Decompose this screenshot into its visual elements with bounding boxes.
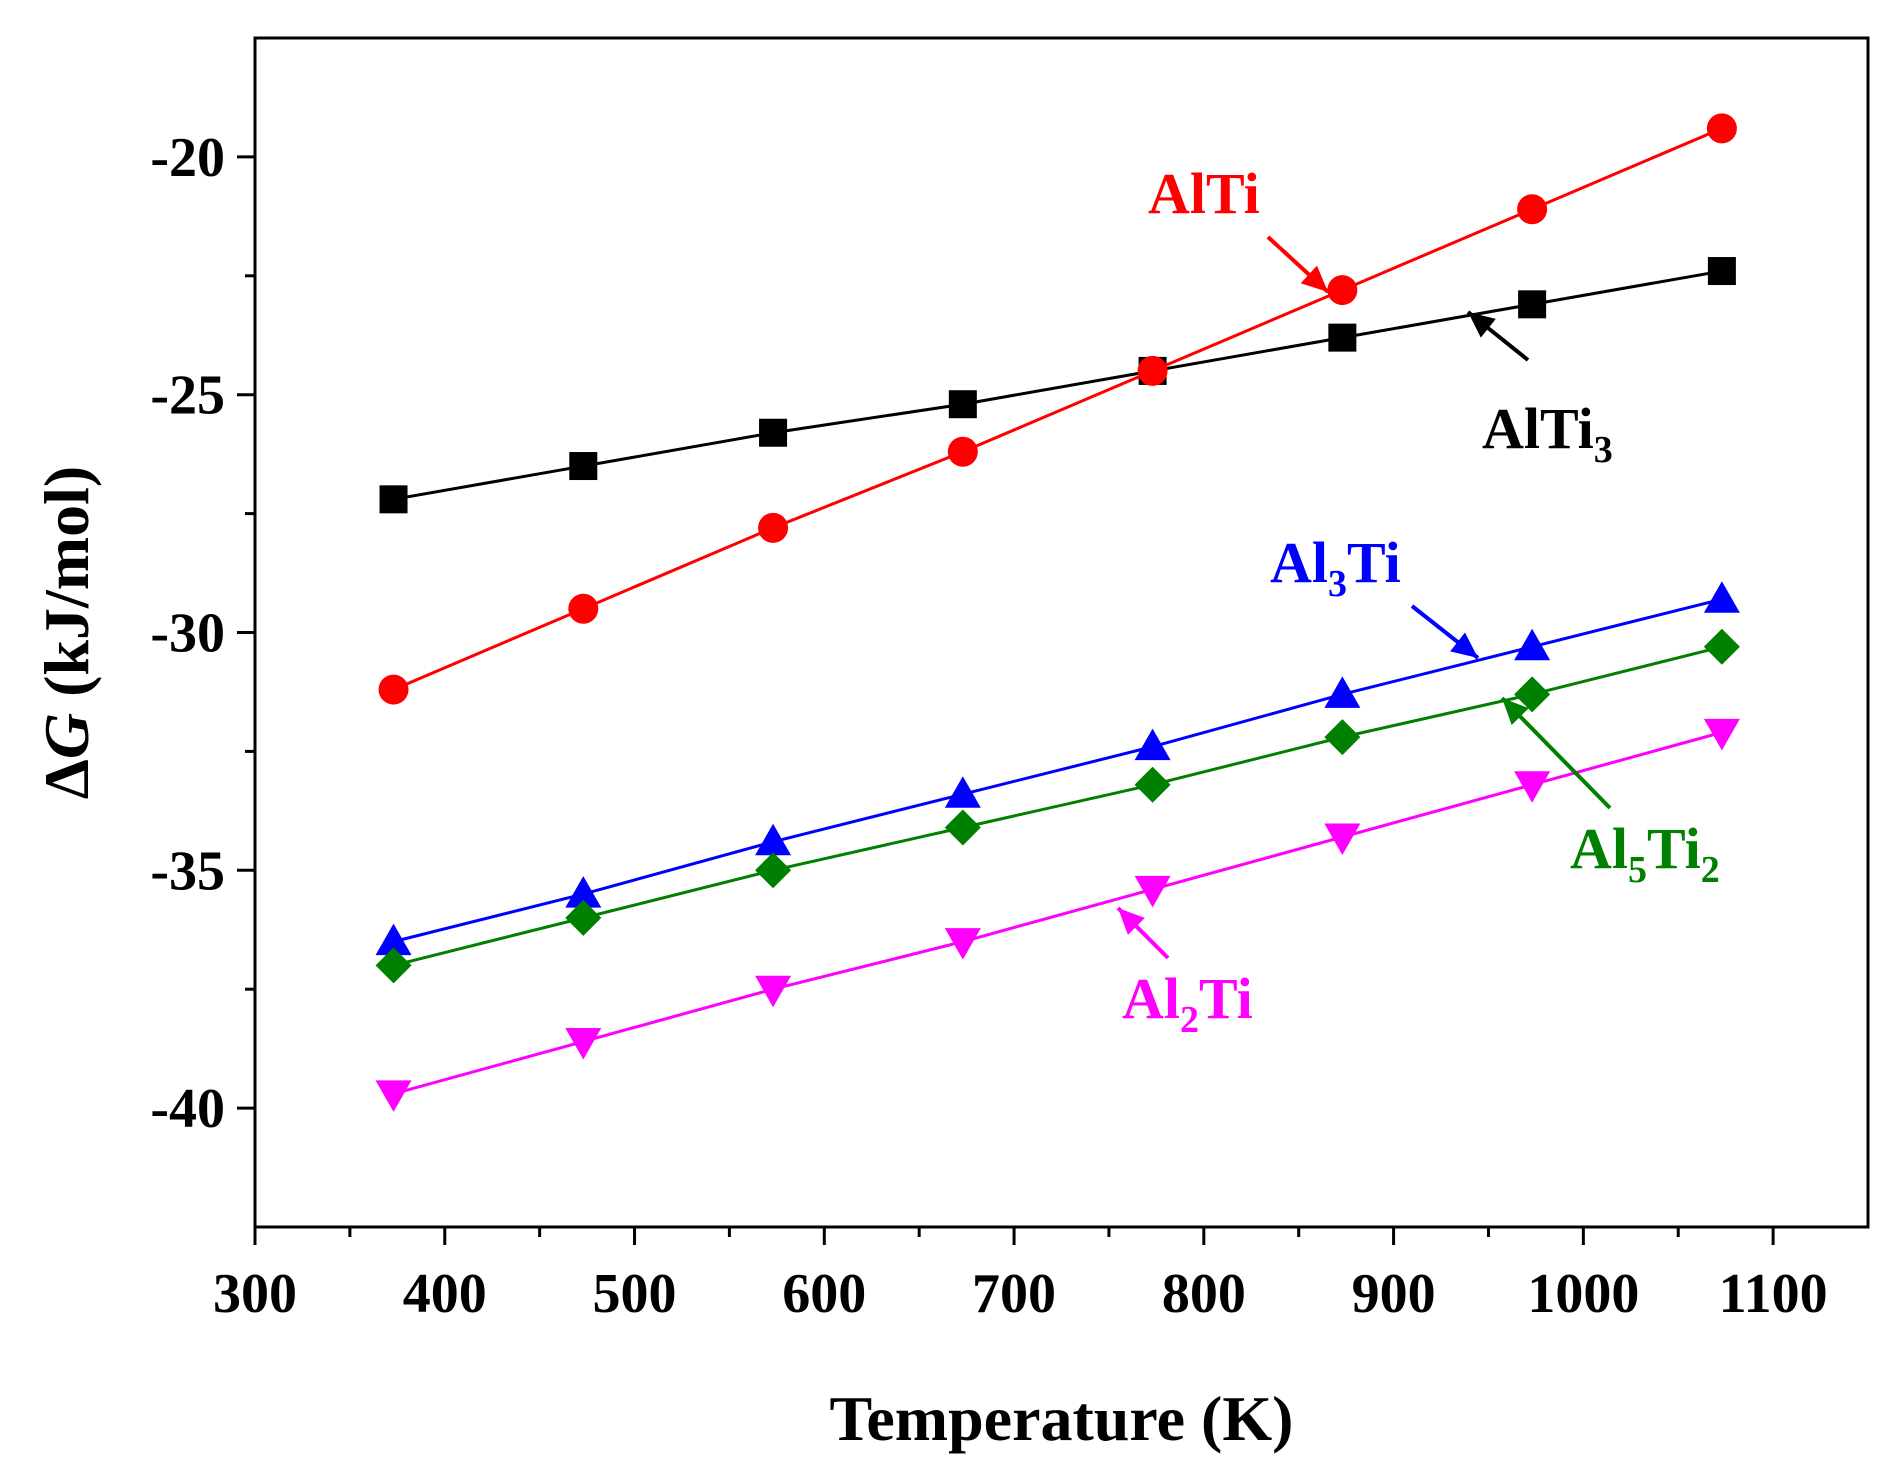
arrowhead (1118, 908, 1145, 935)
data-point (1703, 581, 1740, 613)
data-point (944, 809, 981, 846)
data-point (755, 823, 792, 856)
data-point (379, 485, 408, 514)
data-point (1134, 875, 1171, 908)
x-axis-title: Temperature (K) (830, 1383, 1294, 1454)
y-tick-label: -25 (150, 365, 225, 427)
arrowhead (1468, 312, 1496, 338)
series-label-AlTi3: AlTi3 (1482, 396, 1613, 471)
data-point (1703, 628, 1740, 665)
arrowhead (1300, 265, 1328, 292)
series-line (393, 645, 1723, 967)
data-point (1324, 676, 1361, 708)
data-point (565, 899, 602, 936)
x-tick-label: 700 (972, 1263, 1056, 1325)
data-point (1706, 113, 1737, 144)
data-point (1324, 823, 1361, 856)
y-axis-title: ΔG (kJ/mol) (31, 466, 102, 799)
series-annotations: AlTi3 AlTi Al3Ti Al5Ti2 Al2Ti (1116, 161, 1720, 1041)
x-tick-label: 1000 (1527, 1263, 1639, 1325)
x-tick-label: 600 (782, 1263, 866, 1325)
data-point (1514, 628, 1551, 661)
data-point (1327, 275, 1358, 306)
series-AlTi3 (379, 257, 1736, 514)
data-point (1134, 728, 1171, 761)
data-point (1514, 771, 1551, 803)
series-Al2Ti (375, 718, 1740, 1112)
series-Al3Ti (375, 581, 1740, 956)
data-point (947, 436, 978, 467)
series-label-AlTi: AlTi (1148, 161, 1260, 226)
data-point (375, 947, 412, 984)
series-Al5Ti2 (375, 628, 1740, 984)
data-point (1137, 355, 1168, 386)
data-point (948, 390, 977, 419)
series-line (393, 730, 1723, 1096)
y-axis: -40 -35 -30 -25 -20 (150, 127, 255, 1140)
data-point (755, 975, 792, 1008)
x-tick-label: 500 (593, 1263, 677, 1325)
series-line (393, 269, 1723, 501)
data-point (759, 418, 788, 447)
data-point (568, 593, 599, 624)
plot-area (375, 113, 1740, 1112)
data-point (1134, 766, 1171, 803)
arrowhead (1450, 632, 1478, 658)
x-tick-label: 1100 (1719, 1263, 1828, 1325)
y-tick-label: -20 (150, 127, 225, 189)
x-tick-label: 300 (213, 1263, 297, 1325)
data-point (375, 1080, 412, 1112)
data-point (755, 852, 792, 889)
data-point (565, 1028, 602, 1060)
y-tick-label: -35 (150, 840, 225, 902)
data-point (758, 512, 789, 543)
arrowhead (1502, 698, 1529, 725)
series-label-Al3Ti: Al3Ti (1270, 530, 1401, 605)
series-AlTi (378, 113, 1737, 705)
data-point (1517, 194, 1548, 225)
data-point (1328, 323, 1357, 352)
x-tick-label: 800 (1162, 1263, 1246, 1325)
data-point (1707, 257, 1736, 286)
data-point (1514, 676, 1551, 713)
series-label-Al5Ti2: Al5Ti2 (1570, 816, 1720, 891)
data-point (1703, 718, 1740, 751)
data-point (944, 776, 981, 808)
x-axis: 300 400 500 600 700 800 900 1000 1100 (213, 1227, 1828, 1325)
data-point (375, 923, 412, 956)
x-tick-label: 900 (1352, 1263, 1436, 1325)
data-point (944, 928, 981, 960)
data-point (378, 674, 409, 705)
series-label-Al2Ti: Al2Ti (1122, 966, 1253, 1041)
data-point (569, 452, 598, 481)
y-tick-label: -40 (150, 1078, 225, 1140)
data-point (565, 876, 602, 908)
data-point (1518, 290, 1547, 319)
data-point (1324, 719, 1361, 756)
x-tick-label: 400 (403, 1263, 487, 1325)
y-tick-label: -30 (150, 603, 225, 665)
plot-frame (253, 36, 1870, 1229)
series-line (393, 597, 1723, 944)
series-line (392, 126, 1723, 691)
